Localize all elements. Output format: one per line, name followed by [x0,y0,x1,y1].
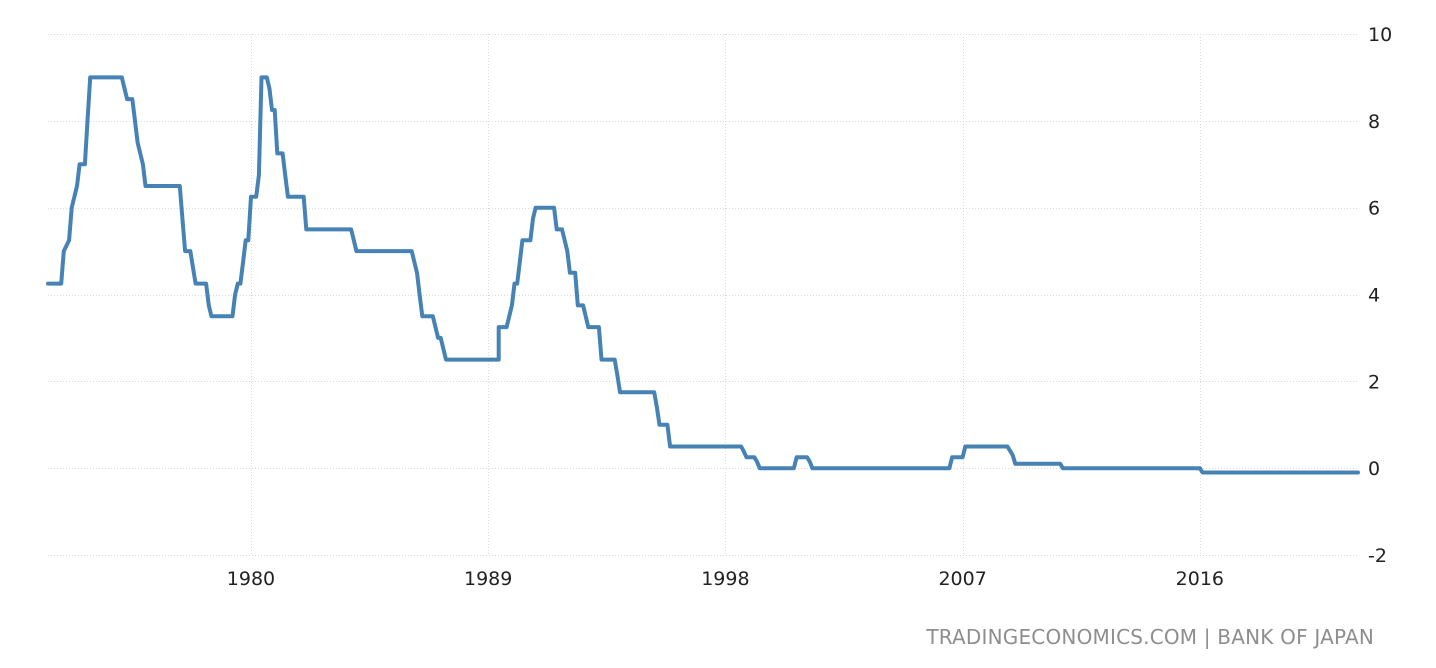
y-tick-label: 2 [1368,371,1380,393]
y-tick-label: 0 [1368,458,1380,480]
x-axis: 1980 1989 1998 2007 2016 [227,568,1224,590]
series-line[interactable] [46,75,1360,475]
y-tick-label: -2 [1368,545,1387,567]
x-tick-label: 2007 [938,568,986,590]
source-credit[interactable]: TRADINGECONOMICS.COM | BANK OF JAPAN [926,625,1374,649]
y-axis: 10 8 6 4 2 0 -2 [1368,24,1392,567]
y-tick-label: 10 [1368,24,1392,46]
series-layer [46,75,1360,475]
y-tick-label: 6 [1368,198,1380,220]
y-tick-label: 8 [1368,111,1380,133]
x-tick-label: 1998 [701,568,749,590]
x-tick-label: 1989 [464,568,512,590]
x-tick-label: 2016 [1176,568,1224,590]
y-tick-label: 4 [1368,285,1380,307]
x-tick-label: 1980 [227,568,275,590]
grid-layer [48,34,1358,556]
